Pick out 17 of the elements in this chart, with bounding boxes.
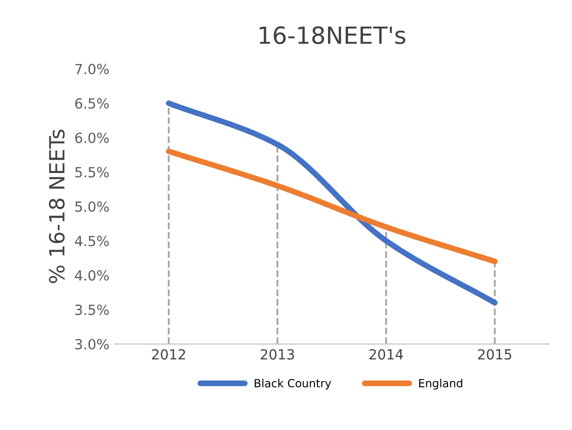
y-axis-title: % 16-18 NEETs [48, 130, 65, 284]
legend-label: England [419, 378, 462, 390]
y-tick-label: 3.0% [75, 338, 109, 350]
y-tick-label: 4.0% [74, 270, 109, 281]
x-tick-label: 2014 [369, 349, 403, 360]
y-tick-label: 5.5% [75, 166, 109, 178]
y-tick-label: 3.5% [75, 304, 109, 316]
y-tick-label: 5.0% [75, 201, 109, 212]
y-tick-label: 7.0% [75, 64, 109, 74]
x-tick-label: 2015 [478, 349, 512, 360]
x-tick-label: 2012 [152, 349, 186, 360]
y-tick-label: 6.5% [75, 98, 109, 109]
y-tick-label: 4.5% [74, 236, 109, 246]
legend-label: Black Country [254, 378, 332, 390]
chart-title: 16-18NEET's [260, 26, 406, 44]
y-tick-label: 6.0% [75, 132, 109, 144]
x-tick-label: 2013 [260, 349, 294, 360]
